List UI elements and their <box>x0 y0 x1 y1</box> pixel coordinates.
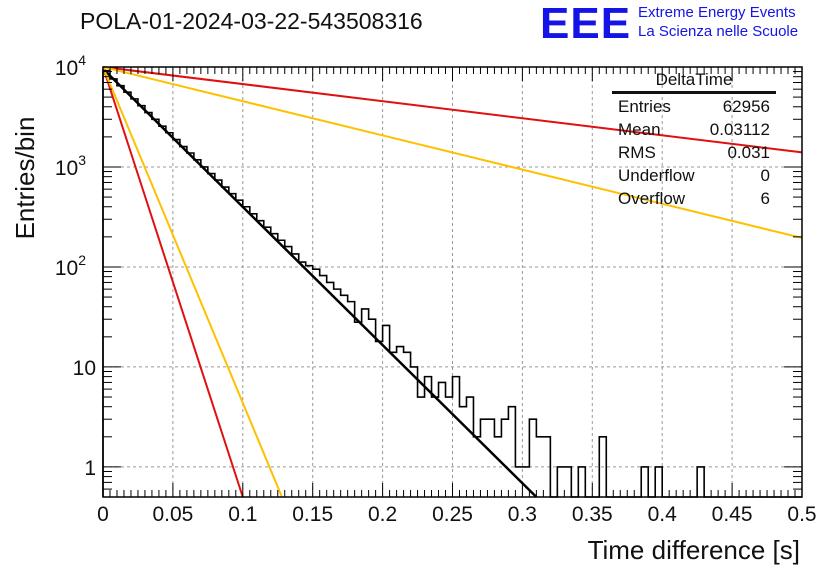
y-tick-label: 104 <box>55 52 86 80</box>
y-tick-base: 1 <box>84 457 96 480</box>
stats-label: Overflow <box>618 189 686 208</box>
stats-label: Mean <box>618 120 661 139</box>
stats-value: 0.03112 <box>709 120 770 139</box>
x-tick-label: 0.5 <box>787 503 816 526</box>
stats-title: DeltaTime <box>612 70 776 94</box>
logo-line-2: La Scienza nelle Scuole <box>638 23 799 40</box>
y-tick-base: 10 <box>55 157 78 180</box>
y-tick-exponent: 2 <box>78 252 86 268</box>
x-tick-label: 0.05 <box>152 503 193 526</box>
stats-row: Underflow 0 <box>612 164 776 187</box>
x-tick-label: 0.45 <box>712 503 753 526</box>
y-tick-exponent: 4 <box>78 52 86 68</box>
x-axis-label: Time difference [s] <box>588 535 800 565</box>
x-tick-label: 0 <box>97 503 109 526</box>
x-tick-label: 0.15 <box>292 503 333 526</box>
stats-label: Underflow <box>618 166 695 185</box>
x-tick-label: 0.25 <box>432 503 473 526</box>
y-tick-base: 10 <box>55 257 78 280</box>
y-tick-base: 10 <box>55 57 78 80</box>
y-tick-label: 103 <box>55 152 86 180</box>
x-tick-label: 0.2 <box>368 503 397 526</box>
stats-row: Overflow 6 <box>612 187 776 210</box>
y-tick-label: 10 <box>73 357 96 380</box>
tick-marks <box>102 66 803 498</box>
y-axis-label: Entries/bin <box>10 117 40 240</box>
x-tick-label: 0.1 <box>228 503 257 526</box>
y-tick-base: 10 <box>73 357 96 380</box>
chart-title: POLA-01-2024-03-22-543508316 <box>80 8 423 34</box>
stats-row: RMS 0.031 <box>612 141 776 164</box>
stats-value: 0 <box>760 166 770 185</box>
fit-line-2 <box>102 66 803 154</box>
stats-row: Mean 0.03112 <box>612 118 776 141</box>
stats-box: DeltaTime Entries 62956 Mean 0.03112 RMS 0.03… <box>612 70 776 210</box>
stats-label: RMS <box>618 143 656 162</box>
stats-value: 62956 <box>722 97 770 116</box>
x-tick-label: 0.4 <box>648 503 678 526</box>
fit-line-4 <box>102 66 244 498</box>
x-tick-label: 0.3 <box>508 503 537 526</box>
logo-line-1: Extreme Energy Events <box>638 4 796 21</box>
stats-row: Entries 62956 <box>612 95 776 118</box>
y-tick-exponent: 3 <box>78 152 86 168</box>
stats-value: 0.031 <box>727 143 770 162</box>
stats-value: 6 <box>760 189 770 208</box>
fit-line-5 <box>102 66 283 498</box>
fit-line-3 <box>102 66 803 239</box>
stats-label: Entries <box>618 97 671 116</box>
tick-labels: 0 0.05 0.1 0.15 0.2 0.25 0.3 0.35 0.4 0.45 0.51101… <box>55 52 817 526</box>
x-tick-label: 0.35 <box>572 503 613 526</box>
y-tick-label: 1 <box>84 457 96 480</box>
y-tick-label: 102 <box>55 252 86 280</box>
eee-logo: EEE <box>540 0 632 48</box>
